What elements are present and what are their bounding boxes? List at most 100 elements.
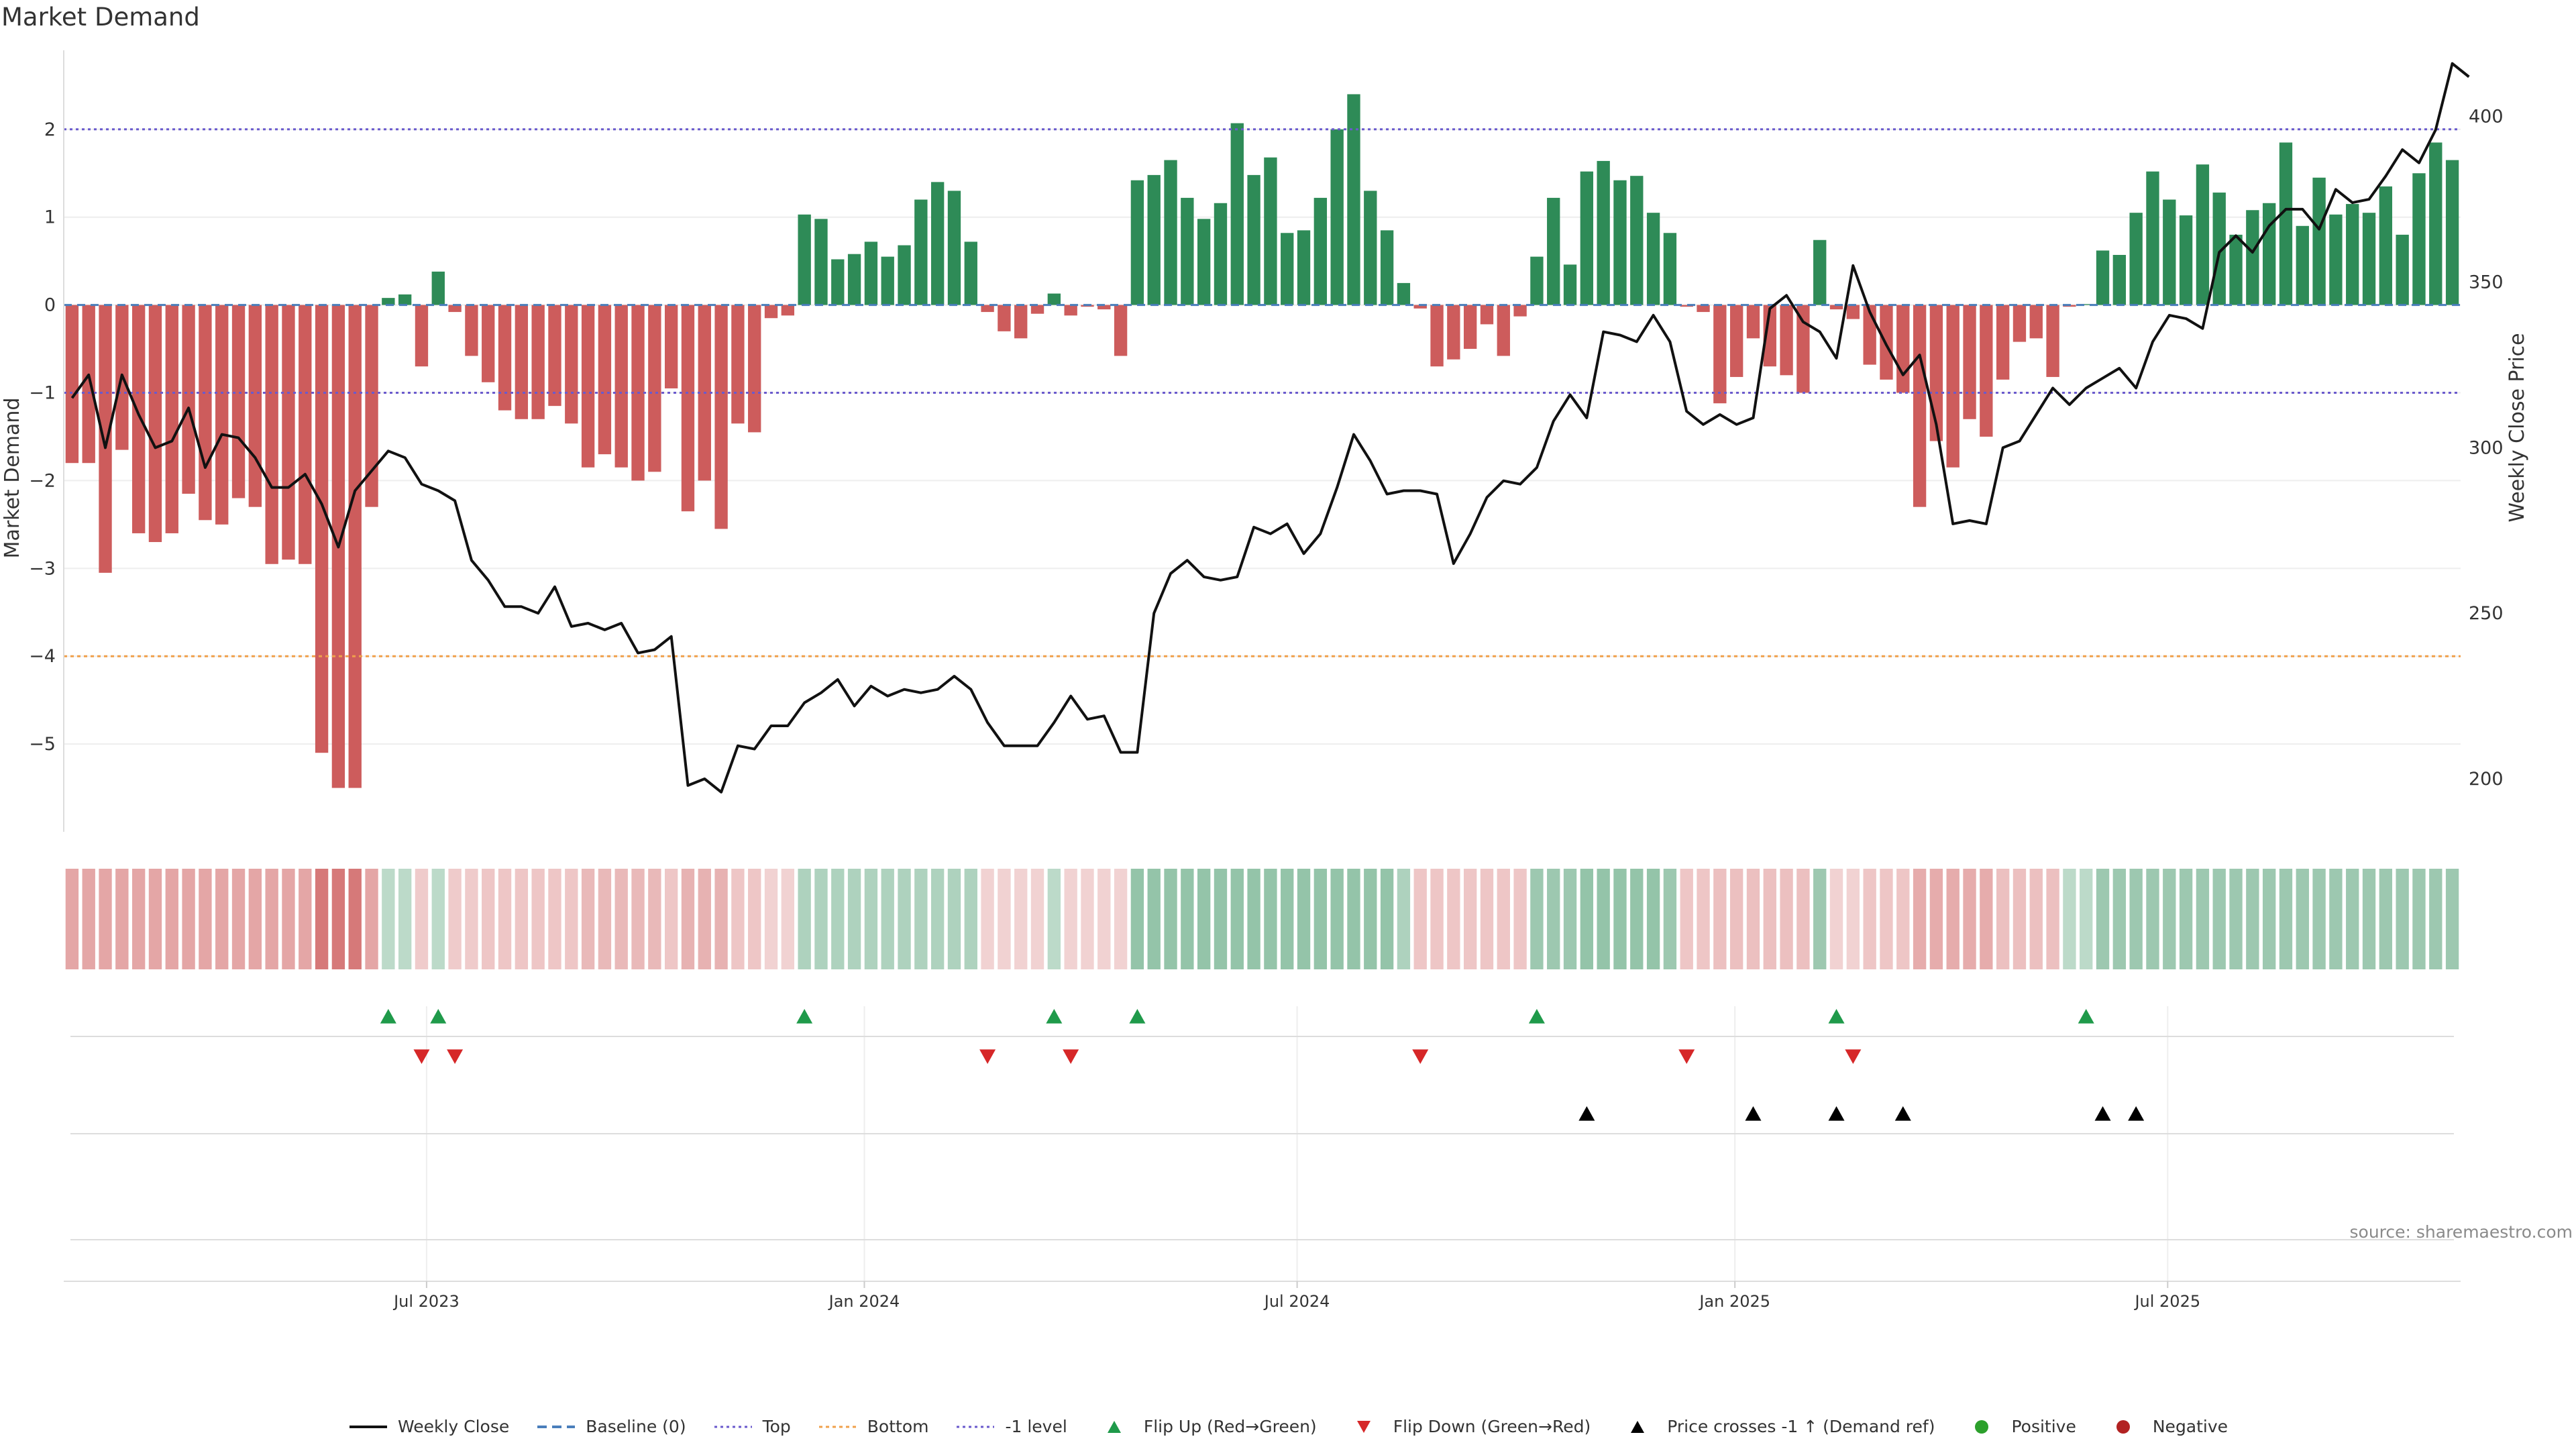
demand-bar [1181,197,1194,305]
signal-tile [1929,869,1943,969]
demand-bar [2262,203,2276,305]
signal-tile [498,869,512,969]
demand-bar [299,305,312,564]
legend-label: Flip Down (Green→Red) [1393,1417,1591,1436]
x-tick-label: Jan 2025 [1698,1292,1770,1311]
flip-down-marker [979,1049,996,1064]
legend-item-flip_down: Flip Down (Green→Red) [1344,1417,1591,1436]
y2-tick-label: 200 [2469,769,2504,790]
legend-swatch-flip_up [1107,1420,1121,1433]
flip-down-marker [1412,1049,1429,1064]
legend-item-cross: Price crosses -1 ↑ (Demand ref) [1617,1417,1935,1436]
demand-bar [1697,305,1710,313]
demand-bar [1946,305,1960,468]
flip-up-marker [1528,1009,1545,1024]
demand-bar [2146,171,2159,305]
demand-bar [930,182,945,305]
signal-tile [2179,869,2193,969]
signal-tile [1896,869,1910,969]
signal-tile [365,869,378,969]
flip-down-marker [447,1049,464,1064]
signal-tile [648,869,661,969]
demand-bar [131,305,146,533]
demand-bar [1713,305,1727,404]
signal-tile [531,869,545,969]
demand-bar [65,305,79,464]
signal-tile [1530,869,1544,969]
demand-bar [1397,282,1411,305]
demand-bar [614,305,628,468]
signal-tile [847,869,861,969]
demand-bar [2396,234,2409,305]
signal-tile [331,869,345,969]
signal-tile [565,869,578,969]
demand-bar [1064,305,1077,316]
y-tick-label: −1 [29,383,56,404]
legend-item-weekly_close: Weekly Close [348,1417,509,1436]
signal-tile [1014,869,1028,969]
source-credit: source: sharemaestro.com [2349,1222,2573,1242]
legend-item-negative: Negative [2103,1417,2228,1436]
demand-bar [2312,177,2326,305]
demand-bar [1780,305,1793,376]
signal-tile [781,869,795,969]
signal-tile [2296,869,2309,969]
signal-tile [1330,869,1344,969]
signal-tile [1497,869,1510,969]
signal-tile [1913,869,1927,969]
demand-bar [1114,305,1128,356]
signal-tile [764,869,778,969]
price-cross-marker [1894,1106,1911,1121]
signal-tile [2046,869,2059,969]
signal-tile [2346,869,2359,969]
demand-bar [482,305,495,382]
signal-tile [99,869,112,969]
demand-bar [731,305,745,424]
demand-bar [981,305,994,313]
flip-up-marker [796,1009,813,1024]
flip-down-marker [413,1049,430,1064]
demand-bar [382,298,395,305]
signal-tile [1763,869,1776,969]
demand-bar [814,219,828,305]
signal-tile [2096,869,2110,969]
signal-tile [1547,869,1560,969]
demand-bar [165,305,178,533]
signal-tile [215,869,229,969]
x-tick-label: Jan 2024 [828,1292,900,1311]
demand-bar [1413,305,1427,309]
demand-bar [1996,305,2010,380]
signal-tile [2362,869,2376,969]
demand-bar [2029,305,2043,339]
demand-bar [714,305,728,529]
signal-tile [1081,869,1094,969]
signal-tile [1980,869,1993,969]
reference-lines [64,128,2461,657]
legend-label: -1 level [1005,1417,1067,1436]
demand-bar [1214,203,1228,305]
legend-item-minus1: -1 level [955,1417,1067,1436]
signal-markers [70,1009,2454,1240]
demand-bar [1430,305,1444,367]
signal-tile [1729,869,1743,969]
signal-tile [2029,869,2043,969]
signal-tile [681,869,695,969]
signal-tile [115,869,129,969]
y-tick-label: −3 [29,558,56,579]
signal-tile [1347,869,1360,969]
signal-tile [1130,869,1144,969]
signal-tile [1630,869,1644,969]
demand-bar [1597,160,1610,305]
signal-tile [1297,869,1311,969]
y2-tick-label: 300 [2469,437,2504,458]
demand-bar [199,305,212,521]
legend-label: Baseline (0) [586,1417,686,1436]
demand-bar [581,305,595,468]
signal-tile [1963,869,1976,969]
legend-item-baseline: Baseline (0) [536,1417,686,1436]
demand-bar [648,305,661,472]
signal-tile [1164,869,1177,969]
chart-title: Market Demand [1,3,200,32]
demand-bar [2362,213,2376,305]
